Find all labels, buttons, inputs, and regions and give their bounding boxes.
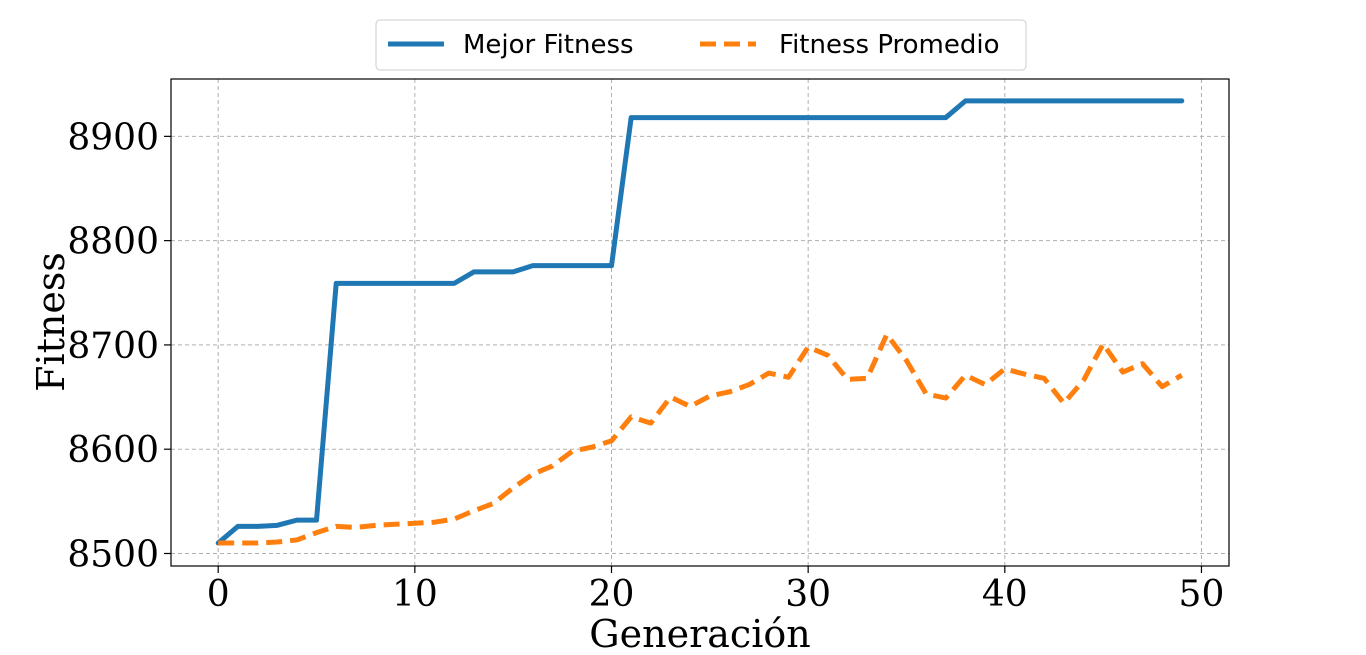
y-tick-label: 8800 — [67, 222, 159, 263]
x-tick-label: 10 — [392, 574, 438, 615]
x-axis-ticks: 0 10 20 30 40 50 — [207, 566, 1225, 615]
x-tick-label: 30 — [785, 574, 831, 615]
series-line-mejor-fitness — [215, 98, 1185, 546]
grid-lines — [171, 79, 1229, 566]
y-tick-label: 8700 — [67, 326, 159, 367]
x-tick-label: 20 — [589, 574, 635, 615]
series-lines — [215, 98, 1185, 546]
y-tick-label: 8500 — [67, 534, 159, 575]
legend-label-mejor-fitness: Mejor Fitness — [463, 30, 634, 60]
x-tick-label: 50 — [1179, 574, 1225, 615]
plot-frame — [170, 78, 1230, 567]
legend: Mejor Fitness Fitness Promedio — [375, 19, 1027, 71]
x-axis-label: Generación — [589, 612, 810, 655]
x-tick-label: 40 — [982, 574, 1028, 615]
y-tick-label: 8900 — [67, 117, 159, 158]
y-axis-ticks: 8500 8600 8700 8800 8900 — [67, 117, 171, 575]
y-axis-label: Fitness — [29, 252, 73, 392]
y-tick-label: 8600 — [67, 430, 159, 471]
x-tick-label: 0 — [207, 574, 230, 615]
legend-label-fitness-promedio: Fitness Promedio — [779, 30, 1000, 60]
series-line-fitness-promedio — [218, 331, 1184, 546]
